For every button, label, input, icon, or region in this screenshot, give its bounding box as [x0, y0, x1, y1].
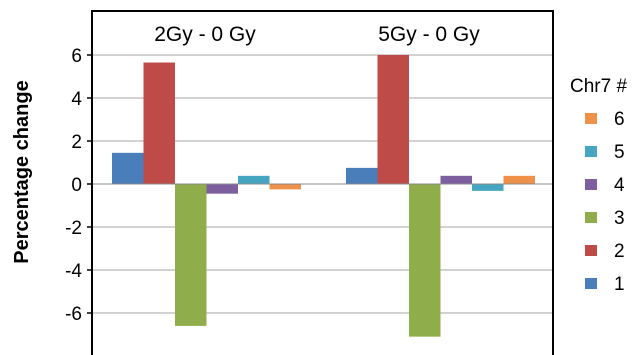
legend-swatch-1	[585, 278, 597, 289]
legend-swatch-6	[585, 113, 597, 124]
y-tick-label: 0	[71, 175, 82, 196]
bar-series-6-2	[503, 175, 535, 184]
bar-series-4-1	[206, 184, 238, 194]
y-tick-label: -4	[65, 261, 82, 282]
bar-series-5-2	[472, 184, 504, 191]
y-tick-label: -2	[65, 218, 82, 239]
bar-series-5-1	[238, 175, 270, 184]
bar-series-2-1	[143, 62, 175, 184]
legend-label-5: 5	[614, 142, 625, 163]
legend-label-1: 1	[614, 274, 625, 295]
bar-series-2-2	[377, 55, 409, 184]
y-axis-ticks: 6 4 2 0 -2 -4 -6	[65, 46, 92, 325]
legend-title: Chr7 #	[570, 76, 627, 97]
bars	[112, 55, 535, 337]
group-labels: 2Gy - 0 Gy 5Gy - 0 Gy	[154, 23, 480, 46]
legend-label-4: 4	[614, 175, 625, 196]
y-tick-label: 6	[71, 46, 82, 67]
legend-swatch-3	[585, 212, 597, 223]
legend-swatch-4	[585, 179, 597, 190]
group-label: 2Gy - 0 Gy	[154, 23, 256, 46]
legend-label-2: 2	[614, 241, 625, 262]
legend-swatch-5	[585, 146, 597, 157]
legend: Chr7 # 6 5 4 3 2 1	[570, 76, 627, 295]
bar-series-1-1	[112, 152, 144, 184]
group-label: 5Gy - 0 Gy	[378, 23, 480, 46]
y-tick-label: -6	[65, 304, 82, 325]
legend-swatch-2	[585, 245, 597, 256]
y-axis-label: Percentage change	[11, 80, 33, 263]
legend-label-6: 6	[614, 109, 625, 130]
bar-series-4-2	[440, 175, 472, 184]
bar-series-3-2	[409, 184, 441, 337]
legend-label-3: 3	[614, 208, 625, 229]
plot-frame	[91, 10, 554, 355]
bar-series-3-1	[175, 184, 207, 326]
bar-series-6-1	[269, 184, 301, 190]
y-tick-label: 2	[71, 132, 82, 153]
bar-series-1-2	[346, 167, 378, 184]
y-tick-label: 4	[71, 89, 82, 110]
